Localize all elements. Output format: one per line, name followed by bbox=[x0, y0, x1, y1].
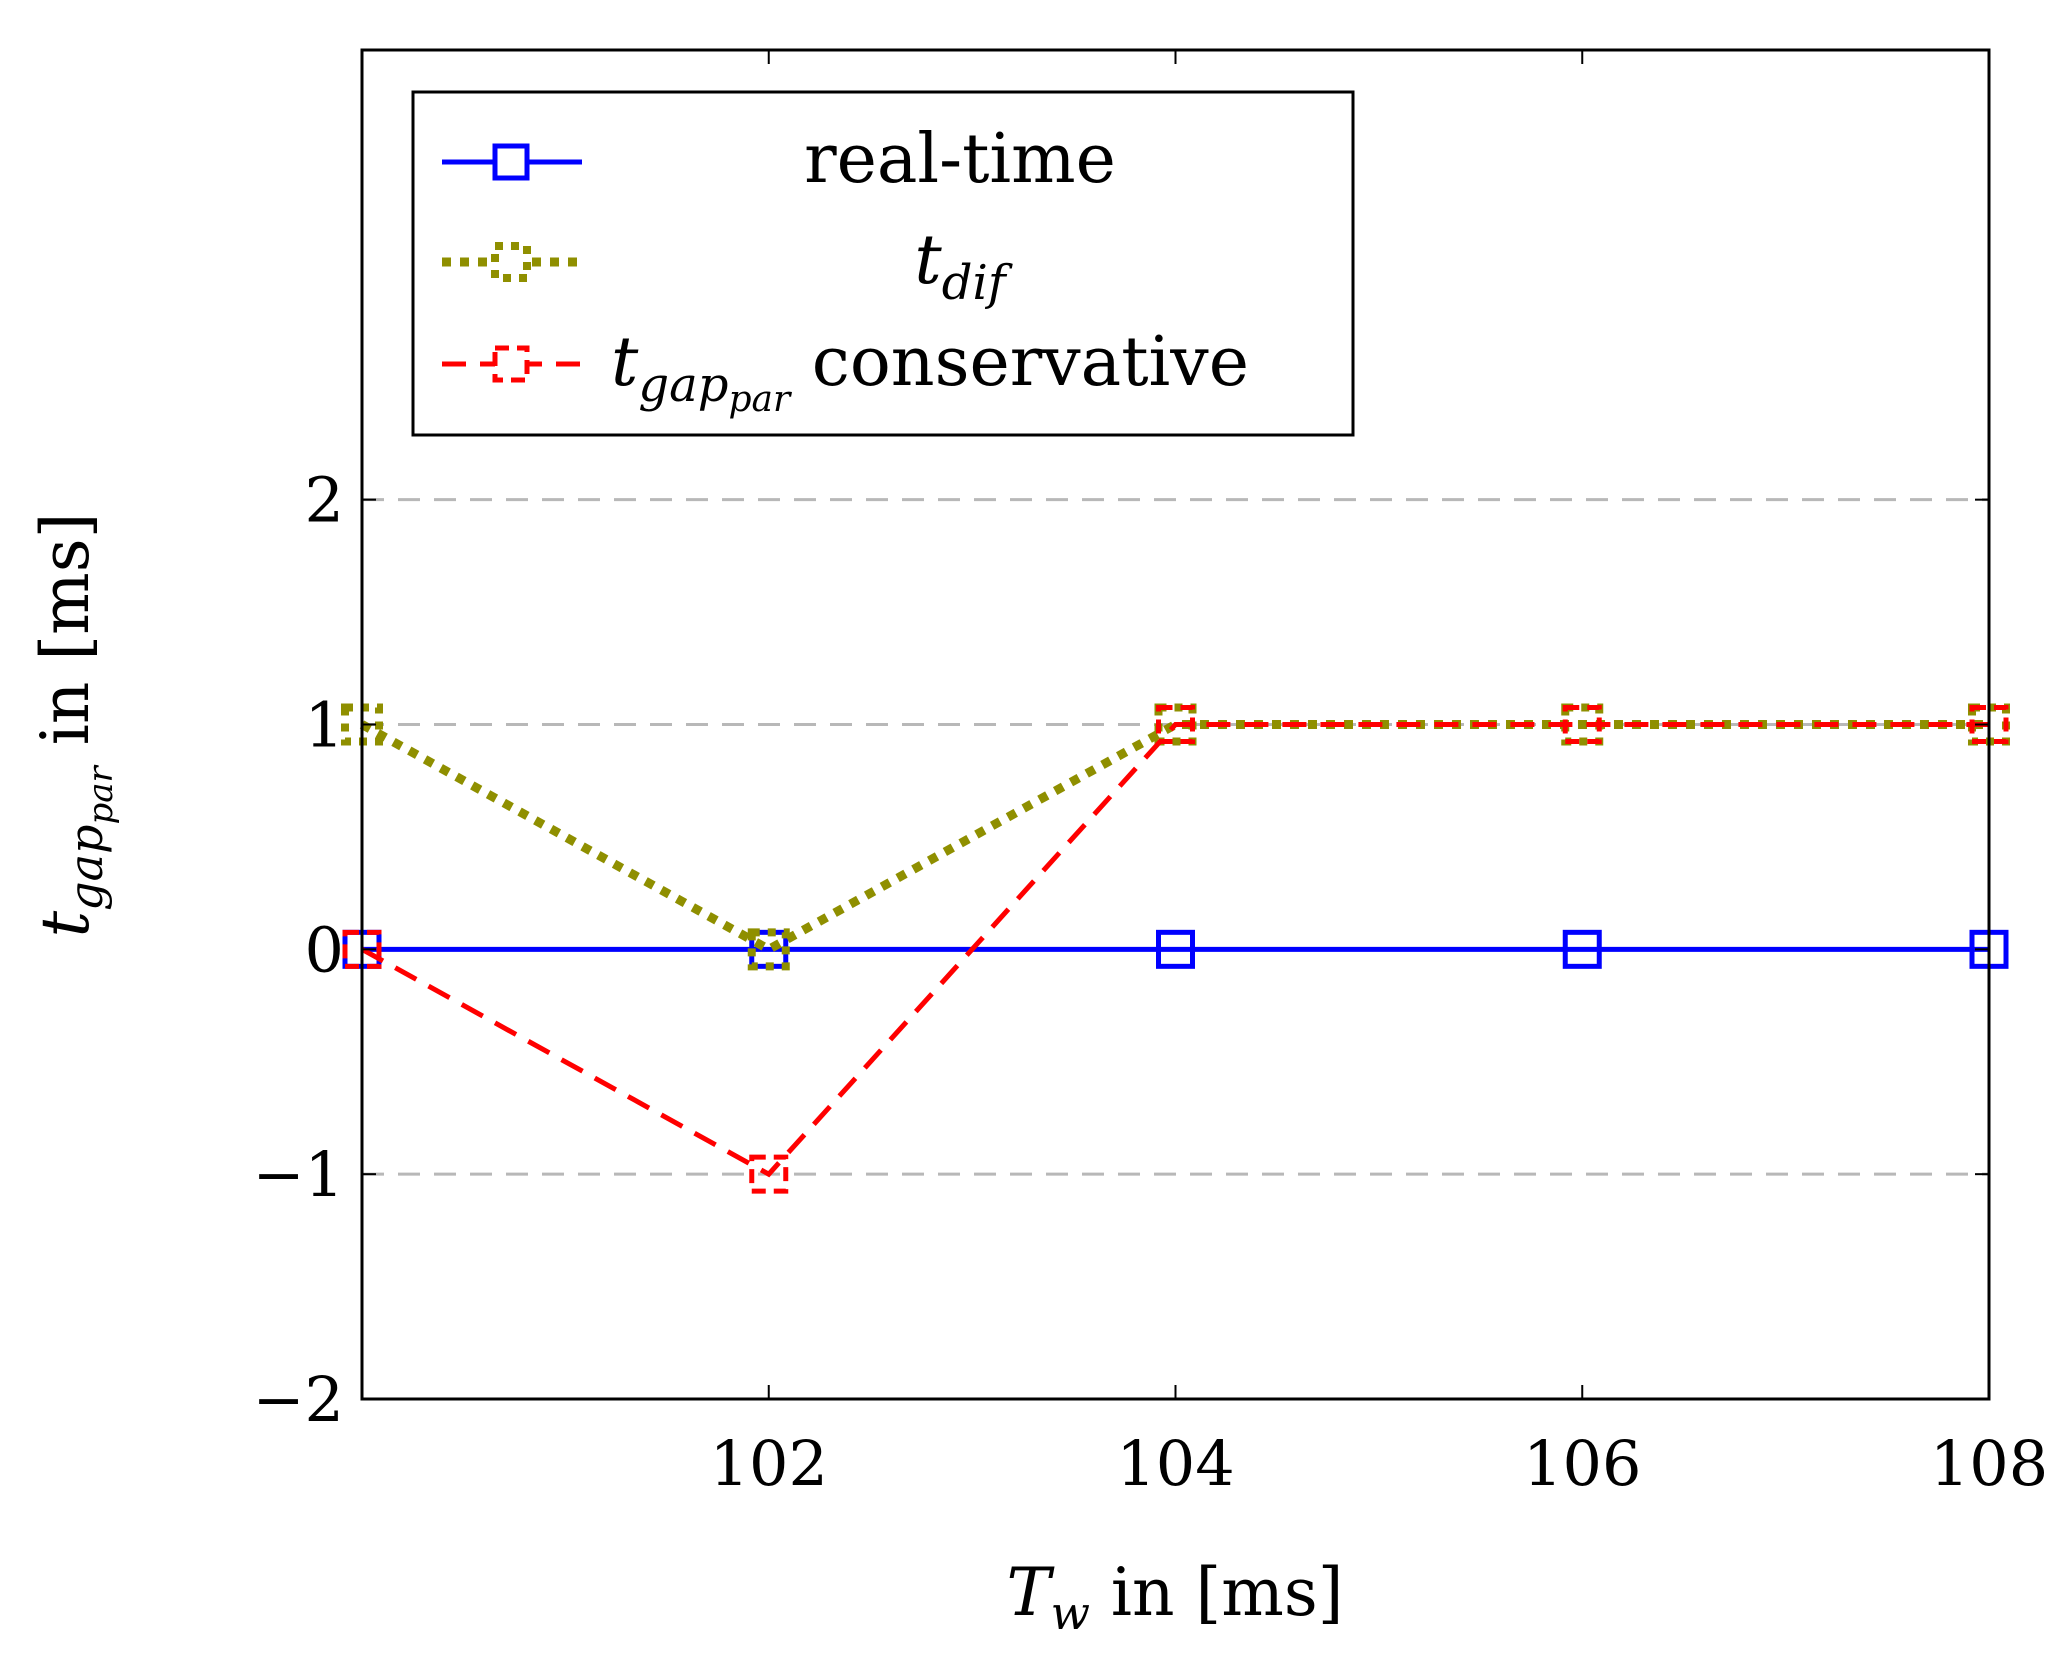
series-line-t-gap-par-conservative bbox=[360, 722, 1989, 1178]
legend-marker-t-dif bbox=[491, 242, 531, 282]
y-tick-label: −1 bbox=[253, 1138, 344, 1211]
data-point-t-gap-par-conservative bbox=[1562, 705, 1602, 744]
legend-marker-t-gap-par-conservative bbox=[492, 345, 530, 383]
data-point-t-gap-par-conservative bbox=[1969, 705, 2009, 744]
data-point-t-dif bbox=[747, 928, 790, 971]
data-point-t-gap-par-conservative bbox=[749, 1154, 789, 1194]
legend-label-t-gap-par-conservative: tgappar conservative bbox=[611, 323, 1249, 420]
data-point-real-time bbox=[1156, 929, 1195, 969]
y-tick-label: 0 bbox=[305, 913, 344, 986]
legend-label-t-dif: tdif bbox=[914, 221, 1012, 311]
series-t-gap-par-conservative bbox=[342, 705, 2009, 1194]
series-line-t-dif bbox=[359, 720, 1989, 955]
series-layer bbox=[341, 703, 2010, 1194]
x-tick-label: 104 bbox=[1116, 1427, 1234, 1500]
data-point-t-gap-par-conservative bbox=[1156, 705, 1195, 744]
x-tick-label: 102 bbox=[710, 1427, 828, 1500]
x-tick-label: 108 bbox=[1930, 1427, 2048, 1500]
ticks: −2 −1 0 1 2 102 104 106 108 bbox=[253, 50, 2048, 1500]
legend: real-time tdif tgappar conservative bbox=[411, 90, 1355, 437]
data-point-t-gap-par-conservative bbox=[342, 929, 382, 969]
y-tick-label: −2 bbox=[253, 1363, 344, 1436]
x-axis-label: Tw in [ms] bbox=[1007, 1554, 1344, 1640]
y-tick-label: 1 bbox=[305, 689, 344, 762]
legend-symbols bbox=[442, 143, 582, 383]
x-tick-label: 106 bbox=[1523, 1427, 1641, 1500]
y-tick-label: 2 bbox=[305, 464, 344, 537]
legend-label-real-time: real-time bbox=[804, 120, 1116, 199]
data-point-real-time bbox=[1562, 929, 1602, 969]
legend-marker-real-time bbox=[492, 143, 530, 181]
y-axis-label: tgappar in [ms] bbox=[27, 513, 121, 938]
